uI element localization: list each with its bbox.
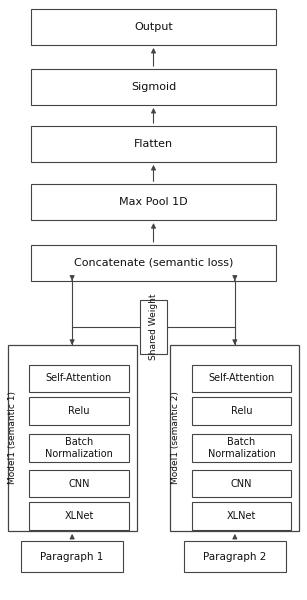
Bar <box>29 365 129 392</box>
Text: Relu: Relu <box>231 406 252 416</box>
Text: Output: Output <box>134 22 173 32</box>
Text: Model1 (semantic 2): Model1 (semantic 2) <box>171 392 180 484</box>
Bar <box>31 69 276 105</box>
Text: Batch
Normalization: Batch Normalization <box>208 437 276 459</box>
Bar <box>170 345 299 531</box>
Bar <box>192 434 291 462</box>
Text: Model1 (semantic 1): Model1 (semantic 1) <box>8 391 17 485</box>
Text: Shared Weight: Shared Weight <box>149 294 158 360</box>
Text: Sigmoid: Sigmoid <box>131 82 176 92</box>
Bar <box>192 365 291 392</box>
Bar <box>31 9 276 45</box>
Bar <box>29 470 129 497</box>
Bar <box>31 184 276 220</box>
Bar <box>141 300 167 354</box>
Text: XLNet: XLNet <box>64 511 94 521</box>
Bar <box>192 502 291 530</box>
Text: CNN: CNN <box>68 479 90 488</box>
Text: CNN: CNN <box>231 479 252 488</box>
Bar <box>192 470 291 497</box>
Text: Paragraph 2: Paragraph 2 <box>203 552 266 562</box>
Text: Max Pool 1D: Max Pool 1D <box>119 197 188 207</box>
Bar <box>29 397 129 425</box>
Text: Relu: Relu <box>68 406 90 416</box>
Text: Paragraph 1: Paragraph 1 <box>41 552 104 562</box>
Text: XLNet: XLNet <box>227 511 256 521</box>
Text: Batch
Normalization: Batch Normalization <box>45 437 113 459</box>
Bar <box>31 245 276 281</box>
Bar <box>31 126 276 162</box>
Bar <box>192 397 291 425</box>
Bar <box>21 541 123 572</box>
Text: Concatenate (semantic loss): Concatenate (semantic loss) <box>74 258 233 268</box>
Bar <box>184 541 286 572</box>
Text: Self-Attention: Self-Attention <box>46 373 112 383</box>
Bar <box>29 502 129 530</box>
Text: Self-Attention: Self-Attention <box>208 373 275 383</box>
Text: Flatten: Flatten <box>134 139 173 149</box>
Bar <box>29 434 129 462</box>
Bar <box>8 345 137 531</box>
